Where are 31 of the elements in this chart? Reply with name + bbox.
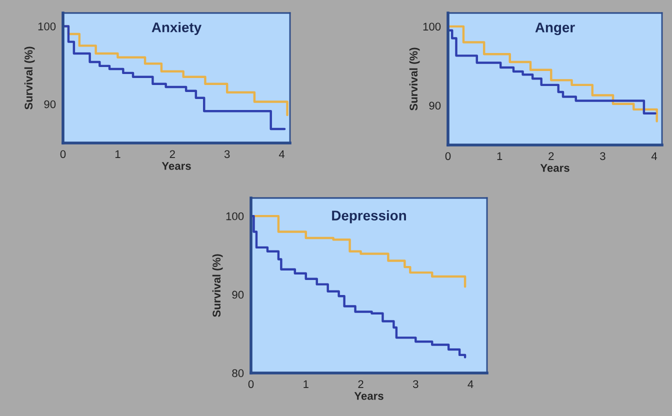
- text: Depression: [332, 210, 406, 224]
- x-tick-label: 0: [60, 150, 66, 158]
- x-tick-label: 4: [278, 150, 285, 158]
- x-tick-label: 1: [497, 152, 502, 160]
- x-axis-title: Years: [162, 162, 191, 170]
- x-tick-label: 2: [358, 380, 364, 388]
- x-tick-label: 1: [115, 150, 120, 158]
- x-tick-label: 1: [304, 380, 308, 388]
- y-tick-label: 100: [423, 22, 441, 31]
- y-axis-title: Survival (%): [24, 46, 35, 110]
- x-tick-label: 4: [468, 380, 474, 388]
- y-tick-label: 80: [232, 369, 244, 378]
- y-tick-label: 90: [232, 290, 244, 299]
- y-tick-label: 100: [226, 212, 244, 220]
- y-tick-label: 90: [44, 100, 56, 108]
- text: Anger: [535, 22, 575, 36]
- y-axis-title: Survival (%): [409, 48, 420, 110]
- x-tick-label: 3: [412, 380, 418, 388]
- x-tick-label: 0: [445, 152, 451, 160]
- y-tick-label: 90: [429, 102, 441, 110]
- x-tick-label: 3: [600, 152, 606, 160]
- x-axis-title: Years: [540, 164, 570, 172]
- x-tick-label: 2: [170, 150, 175, 158]
- text: Anxiety: [152, 22, 202, 36]
- x-axis-title: Years: [354, 392, 384, 400]
- x-tick-label: 0: [248, 380, 254, 388]
- x-tick-label: 3: [224, 150, 230, 158]
- x-tick-label: 4: [651, 152, 658, 160]
- y-axis-title: Survival (%): [212, 254, 223, 317]
- x-tick-label: 2: [548, 152, 554, 160]
- y-tick-label: 100: [38, 22, 56, 30]
